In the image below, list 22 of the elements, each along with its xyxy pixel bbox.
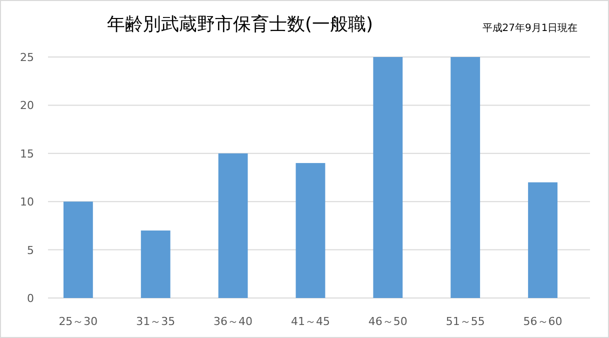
text: 平成27年9月1日現在 (482, 22, 578, 34)
bar (218, 153, 248, 298)
y-tick-label: 15 (20, 147, 34, 160)
y-tick-label: 20 (20, 99, 34, 112)
bar (528, 182, 558, 298)
bar (450, 57, 480, 298)
bar (63, 202, 93, 298)
x-tick-label: 56～60 (523, 315, 562, 328)
chart-title: 年齢別武蔵野市保育士数(一般職) (106, 14, 374, 35)
bar (296, 163, 326, 298)
y-tick-label: 10 (20, 196, 34, 209)
y-tick-label: 25 (20, 51, 34, 64)
y-tick-label: 5 (27, 244, 34, 257)
x-tick-label: 51～55 (446, 315, 485, 328)
x-tick-label: 41～45 (290, 315, 330, 328)
bar (140, 230, 170, 298)
y-tick-label: 0 (27, 292, 34, 305)
x-tick-label: 36～40 (214, 315, 253, 328)
bar (373, 57, 403, 298)
x-tick-label: 31～35 (136, 315, 176, 328)
x-tick-label: 25～30 (58, 315, 98, 328)
x-tick-label: 46～50 (368, 315, 408, 328)
